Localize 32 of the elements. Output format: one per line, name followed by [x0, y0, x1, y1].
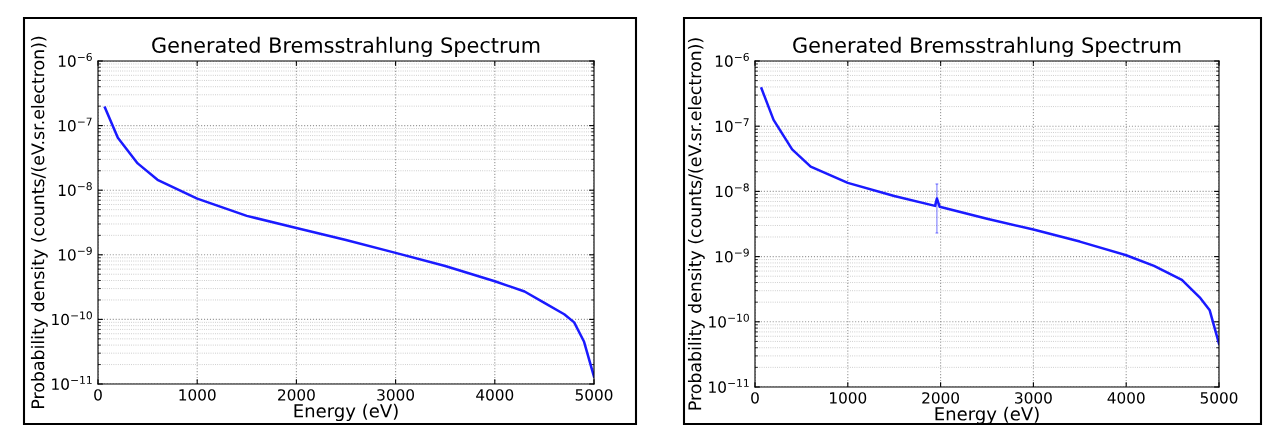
x-tick-label: 1000	[830, 392, 867, 404]
y-tick-label: 10$^{−10}$	[709, 313, 749, 328]
x-tick-label: 4000	[1107, 392, 1145, 404]
x-axis-title: Energy (eV)	[935, 406, 1039, 425]
line-series	[103, 106, 594, 378]
y-tick-label: 10$^{−11}$	[709, 379, 749, 393]
x-tick-label: 0	[751, 392, 759, 404]
y-tick-label: 10$^{−7}$	[58, 117, 92, 132]
chart-title: Generated Bremsstrahlung Spectrum	[793, 36, 1181, 57]
x-tick-label: 2000	[922, 392, 960, 404]
x-tick-label: 1000	[179, 389, 216, 401]
y-tick-label: 10$^{−8}$	[715, 183, 749, 198]
x-tick-label: 2000	[278, 389, 315, 401]
y-tick-label: 10$^{−6}$	[58, 52, 92, 67]
x-tick-label: 5000	[1200, 392, 1238, 404]
x-tick-label: 0	[94, 389, 102, 401]
x-tick-label: 3000	[1015, 392, 1052, 404]
y-axis-title: Probability density (counts/(eV.sr.electron))	[30, 36, 48, 408]
x-tick-label: 5000	[575, 389, 613, 401]
y-axis-title: Probability density (counts/(eV.sr.electron))	[687, 38, 705, 410]
x-axis-title: Energy (eV)	[294, 403, 398, 422]
y-tick-label: 10$^{−9}$	[715, 248, 749, 263]
x-tick-label: 3000	[377, 389, 415, 401]
y-tick-label: 10$^{−8}$	[58, 182, 92, 197]
y-tick-label: 10$^{−10}$	[52, 311, 92, 326]
y-tick-label: 10$^{−6}$	[715, 52, 749, 67]
x-tick-label: 4000	[476, 389, 514, 401]
chart-title: Generated Bremsstrahlung Spectrum	[152, 36, 540, 57]
y-tick-label: 10$^{−9}$	[58, 246, 92, 261]
line-series	[760, 87, 1219, 346]
y-tick-label: 10$^{−7}$	[715, 118, 749, 133]
y-tick-label: 10$^{−11}$	[52, 376, 92, 390]
